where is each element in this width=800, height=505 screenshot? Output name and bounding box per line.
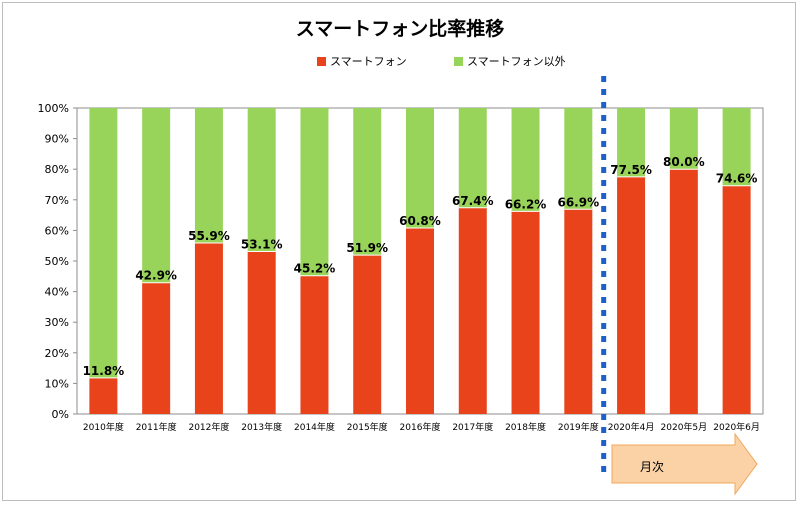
- legend-item-other: スマートフォン以外: [454, 53, 566, 69]
- data-label: 80.0%: [663, 155, 705, 169]
- x-tick-label: 2012年度: [188, 421, 229, 433]
- data-label: 45.2%: [294, 262, 336, 276]
- monthly-arrow-label: 月次: [640, 460, 665, 474]
- bar-other: [669, 108, 698, 170]
- data-label: 60.8%: [399, 214, 441, 228]
- bar-other: [353, 108, 382, 256]
- bar-smartphone: [722, 185, 751, 414]
- x-tick-label: 2020年5月: [661, 421, 708, 433]
- data-label: 55.9%: [188, 229, 230, 243]
- legend-swatch-smartphone: [317, 56, 326, 66]
- bar-other: [142, 108, 171, 283]
- legend-item-smartphone: スマートフォン: [317, 53, 407, 69]
- bar-other: [458, 108, 487, 208]
- bar-other: [511, 108, 540, 212]
- legend-swatch-other: [454, 56, 463, 66]
- bar-smartphone: [142, 282, 171, 414]
- bar-other: [406, 108, 434, 228]
- x-tick-label: 2015年度: [347, 421, 388, 433]
- legend: スマートフォン スマートフォン以外: [0, 53, 800, 73]
- bar-other: [617, 108, 646, 177]
- data-label: 51.9%: [346, 241, 388, 255]
- bar-smartphone: [564, 209, 593, 414]
- x-tick-label: 2013年度: [241, 421, 282, 433]
- data-label: 67.4%: [452, 194, 494, 208]
- x-tick-label: 2018年度: [505, 421, 546, 433]
- x-tick-label: 2011年度: [136, 421, 177, 433]
- bar-smartphone: [89, 377, 118, 414]
- y-tick-label: 20%: [45, 347, 69, 360]
- bar-other: [194, 108, 223, 243]
- y-tick-label: 10%: [45, 377, 69, 390]
- bar-other: [300, 108, 329, 276]
- bar-smartphone: [617, 176, 646, 414]
- bar-other: [89, 108, 118, 378]
- bar-smartphone: [458, 207, 487, 414]
- bar-smartphone: [247, 251, 276, 414]
- y-tick-label: 100%: [38, 102, 69, 115]
- y-tick-label: 40%: [45, 286, 69, 299]
- data-label: 66.2%: [505, 197, 547, 211]
- data-label: 77.5%: [610, 163, 652, 177]
- y-tick-label: 60%: [45, 224, 69, 237]
- bar-other: [247, 108, 276, 252]
- y-tick-label: 70%: [45, 194, 69, 207]
- y-tick-label: 30%: [45, 316, 69, 329]
- bar-smartphone: [511, 211, 540, 414]
- x-tick-label: 2020年6月: [713, 421, 760, 433]
- data-label: 53.1%: [241, 238, 283, 252]
- legend-label-smartphone: スマートフォン: [330, 55, 407, 68]
- bar-other: [722, 108, 751, 186]
- data-label: 11.8%: [83, 364, 125, 378]
- data-label: 42.9%: [135, 269, 177, 283]
- bar-smartphone: [406, 227, 434, 414]
- data-label: 66.9%: [557, 195, 599, 209]
- x-tick-label: 2016年度: [400, 421, 441, 433]
- chart-title: スマートフォン比率推移: [295, 18, 505, 40]
- y-tick-label: 90%: [45, 133, 69, 146]
- x-tick-label: 2010年度: [83, 421, 124, 433]
- bar-smartphone: [353, 255, 382, 414]
- bar-smartphone: [194, 242, 223, 414]
- y-tick-label: 0%: [52, 408, 69, 421]
- x-tick-label: 2020年4月: [608, 421, 655, 433]
- y-tick-label: 50%: [45, 255, 69, 268]
- data-label: 74.6%: [716, 172, 758, 186]
- x-tick-label: 2017年度: [452, 421, 493, 433]
- x-tick-label: 2019年度: [558, 421, 599, 433]
- bar-other: [564, 108, 593, 210]
- y-tick-label: 80%: [45, 163, 69, 176]
- monthly-arrow: [611, 432, 758, 496]
- bar-smartphone: [300, 275, 329, 414]
- bar-smartphone: [669, 169, 698, 414]
- legend-label-other: スマートフォン以外: [467, 55, 566, 68]
- x-tick-label: 2014年度: [294, 421, 335, 433]
